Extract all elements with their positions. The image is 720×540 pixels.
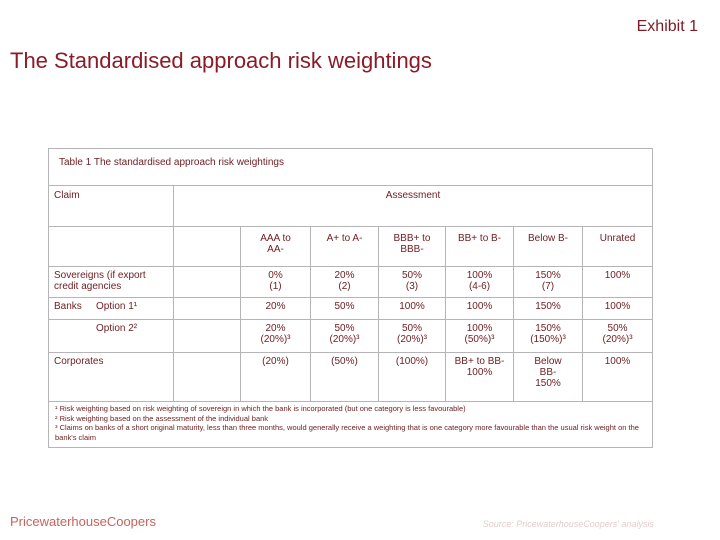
rating-header: BBB+ to BBB- <box>378 226 446 267</box>
rating-header: Below B- <box>513 226 583 267</box>
spacer-cell <box>173 352 241 402</box>
rating-header-spacer <box>48 226 174 267</box>
risk-weight-cell: 0% (1) <box>240 266 311 298</box>
risk-weight-cell: 150% (150%)³ <box>513 319 583 353</box>
spacer-cell <box>173 319 241 353</box>
spacer-cell <box>173 266 241 298</box>
page-title: The Standardised approach risk weighting… <box>10 48 432 73</box>
risk-weight-cell: 50% (20%)³ <box>378 319 446 353</box>
claim-option: Option 1¹ <box>96 301 138 312</box>
claim-label: Option 2² <box>48 319 174 353</box>
table-row: Sovereigns (if export credit agencies 0%… <box>48 266 654 298</box>
rating-header: AAA to AA- <box>240 226 311 267</box>
footnote-1: ¹ Risk weighting based on risk weighting… <box>55 404 466 413</box>
rating-header-spacer <box>173 226 241 267</box>
table-group-header-row: Claim Assessment <box>48 185 654 227</box>
spacer-cell <box>173 297 241 320</box>
claim-label: Corporates <box>48 352 174 402</box>
risk-weight-cell: (20%) <box>240 352 311 402</box>
table-row: Banks Option 1¹ 20% 50% 100% 100% 150% 10… <box>48 297 654 320</box>
rating-header: A+ to A- <box>310 226 379 267</box>
source-note: Source: PricewaterhouseCoopers' analysis <box>482 519 654 529</box>
footnotes: ¹ Risk weighting based on risk weighting… <box>47 401 654 448</box>
table-rating-header-row: AAA to AA- A+ to A- BBB+ to BBB- BB+ to … <box>48 226 654 267</box>
risk-weight-cell: BB+ to BB- 100% <box>445 352 514 402</box>
footnote-3: ³ Claims on banks of a short original ma… <box>55 423 639 442</box>
risk-weight-cell: 50% (20%)³ <box>581 319 654 353</box>
claim-main: Corporates <box>54 356 104 367</box>
brand-wordmark: PricewaterhouseCoopers <box>10 514 156 529</box>
claim-label: Sovereigns (if export credit agencies <box>48 266 174 298</box>
risk-weight-cell: 100% <box>581 266 654 298</box>
risk-weight-cell: 150% (7) <box>513 266 583 298</box>
exhibit-label: Exhibit 1 <box>636 18 698 35</box>
table-caption-row: Table 1 The standardised approach risk w… <box>47 148 654 186</box>
claim-main: Banks <box>54 301 82 312</box>
risk-weight-cell: 100% <box>378 297 446 320</box>
claim-option: Option 2² <box>96 323 138 334</box>
claim-main: Sovereigns (if export credit agencies <box>54 270 146 292</box>
risk-weight-cell: (50%) <box>310 352 379 402</box>
risk-weight-cell: 50% (20%)³ <box>310 319 379 353</box>
risk-weight-cell: (100%) <box>378 352 446 402</box>
risk-weight-cell: 150% <box>513 297 583 320</box>
rating-header: BB+ to B- <box>445 226 514 267</box>
risk-weight-cell: 100% <box>581 297 654 320</box>
risk-weight-cell: 100% (4-6) <box>445 266 514 298</box>
risk-weight-cell: 100% (50%)³ <box>445 319 514 353</box>
risk-weight-cell: 100% <box>445 297 514 320</box>
claim-label: Banks Option 1¹ <box>48 297 174 320</box>
claim-header: Claim <box>48 185 174 227</box>
table-row: Option 2² 20% (20%)³ 50% (20%)³ 50% (20%… <box>48 319 654 353</box>
table-caption: Table 1 The standardised approach risk w… <box>47 148 654 186</box>
table-footnote-row: ¹ Risk weighting based on risk weighting… <box>47 401 654 448</box>
risk-weightings-table: Table 1 The standardised approach risk w… <box>47 148 654 448</box>
risk-weight-cell: 20% (2) <box>310 266 379 298</box>
risk-weight-cell: 50% <box>310 297 379 320</box>
risk-weight-cell: 50% (3) <box>378 266 446 298</box>
assessment-header: Assessment <box>172 185 654 227</box>
table-row: Corporates (20%) (50%) (100%) BB+ to BB-… <box>48 352 654 402</box>
risk-weight-cell: 20% (20%)³ <box>240 319 311 353</box>
risk-weight-cell: Below BB- 150% <box>513 352 583 402</box>
risk-weight-cell: 100% <box>581 352 654 402</box>
footnote-2: ² Risk weighting based on the assessment… <box>55 413 269 423</box>
risk-weight-cell: 20% <box>240 297 311 320</box>
rating-header: Unrated <box>581 226 654 267</box>
